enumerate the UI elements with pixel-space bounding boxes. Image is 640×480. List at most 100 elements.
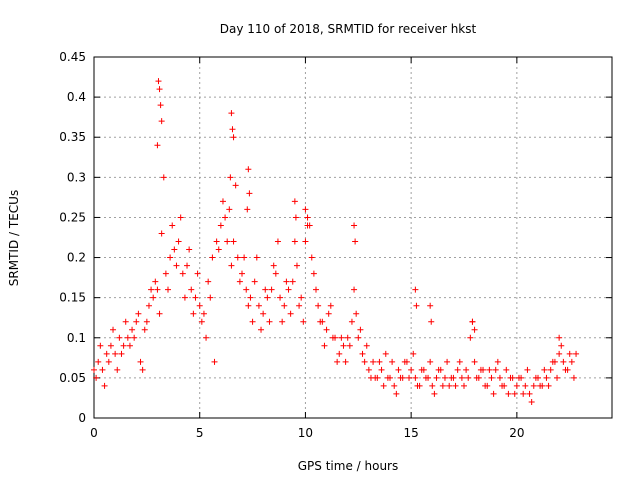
data-point <box>227 174 234 181</box>
data-point <box>247 294 254 301</box>
data-point <box>133 318 140 325</box>
x-tick-label: 0 <box>90 426 98 440</box>
data-point <box>382 350 389 357</box>
data-point <box>545 382 552 389</box>
data-point <box>93 374 100 381</box>
data-point <box>431 390 438 397</box>
data-point <box>334 358 341 365</box>
data-point <box>239 270 245 277</box>
data-point <box>486 366 493 373</box>
data-point <box>342 358 349 365</box>
data-point <box>547 366 554 373</box>
data-point <box>313 286 319 293</box>
data-point <box>412 374 419 381</box>
data-point <box>340 342 347 349</box>
data-point <box>465 374 472 381</box>
data-points <box>91 78 580 405</box>
data-point <box>397 374 404 381</box>
data-point <box>243 286 250 293</box>
data-point <box>154 142 161 149</box>
data-point <box>452 382 459 389</box>
data-point <box>272 270 279 277</box>
data-point <box>393 390 400 397</box>
data-point <box>167 254 174 261</box>
data-point <box>463 366 470 373</box>
data-point <box>219 198 226 205</box>
data-point <box>175 238 182 245</box>
data-point <box>351 222 358 229</box>
chart-title: Day 110 of 2018, SRMTID for receiver hks… <box>220 22 477 36</box>
data-point <box>251 278 258 285</box>
data-point <box>160 174 167 181</box>
data-point <box>413 302 420 309</box>
data-point <box>408 366 415 373</box>
data-point <box>277 294 284 301</box>
data-point <box>566 350 573 357</box>
data-point <box>118 350 125 357</box>
data-point <box>570 374 577 381</box>
data-point <box>262 286 269 293</box>
data-point <box>496 374 503 381</box>
plot-frame <box>93 56 613 419</box>
data-point <box>515 374 522 381</box>
data-point <box>120 342 127 349</box>
data-point <box>173 262 180 269</box>
data-point <box>352 238 359 245</box>
data-point <box>200 310 207 317</box>
data-point <box>232 182 239 189</box>
data-point <box>177 214 184 221</box>
data-point <box>289 278 296 285</box>
data-point <box>114 366 121 373</box>
data-point <box>549 358 556 365</box>
data-point <box>353 310 360 317</box>
data-point <box>205 278 212 285</box>
data-point <box>302 238 309 245</box>
data-point <box>378 366 385 373</box>
data-point <box>327 302 334 309</box>
data-point <box>97 342 104 349</box>
data-point <box>255 302 262 309</box>
data-point <box>427 358 434 365</box>
data-point <box>291 198 298 205</box>
y-axis-label: SRMTID / TECUs <box>7 190 21 286</box>
data-point <box>154 286 161 293</box>
data-point <box>150 294 157 301</box>
grid <box>94 57 612 418</box>
data-point <box>336 350 343 357</box>
data-point <box>380 382 387 389</box>
data-point <box>357 326 364 333</box>
data-point <box>124 334 131 341</box>
data-point <box>524 366 531 373</box>
data-point <box>116 334 123 341</box>
data-point <box>287 310 294 317</box>
data-point <box>444 358 451 365</box>
data-point <box>317 318 324 325</box>
data-point <box>229 126 236 133</box>
data-point <box>107 342 114 349</box>
data-point <box>169 222 176 229</box>
data-point <box>139 366 146 373</box>
data-point <box>372 374 379 381</box>
data-point <box>469 318 476 325</box>
data-point <box>91 366 97 373</box>
data-point <box>141 326 148 333</box>
data-point <box>157 102 164 109</box>
data-point <box>241 254 248 261</box>
data-point <box>321 342 328 349</box>
data-point <box>477 366 484 373</box>
x-tick-label: 15 <box>404 426 419 440</box>
data-point <box>260 310 267 317</box>
data-point <box>283 278 290 285</box>
data-point <box>526 390 533 397</box>
y-tick-label: 0.45 <box>59 50 86 64</box>
data-point <box>346 342 353 349</box>
data-point <box>503 366 510 373</box>
data-point <box>234 254 241 261</box>
data-point <box>137 358 144 365</box>
data-point <box>122 318 129 325</box>
data-point <box>152 278 159 285</box>
data-point <box>155 78 162 85</box>
y-tick-label: 0.2 <box>67 251 86 265</box>
data-point <box>471 326 478 333</box>
data-point <box>196 302 203 309</box>
